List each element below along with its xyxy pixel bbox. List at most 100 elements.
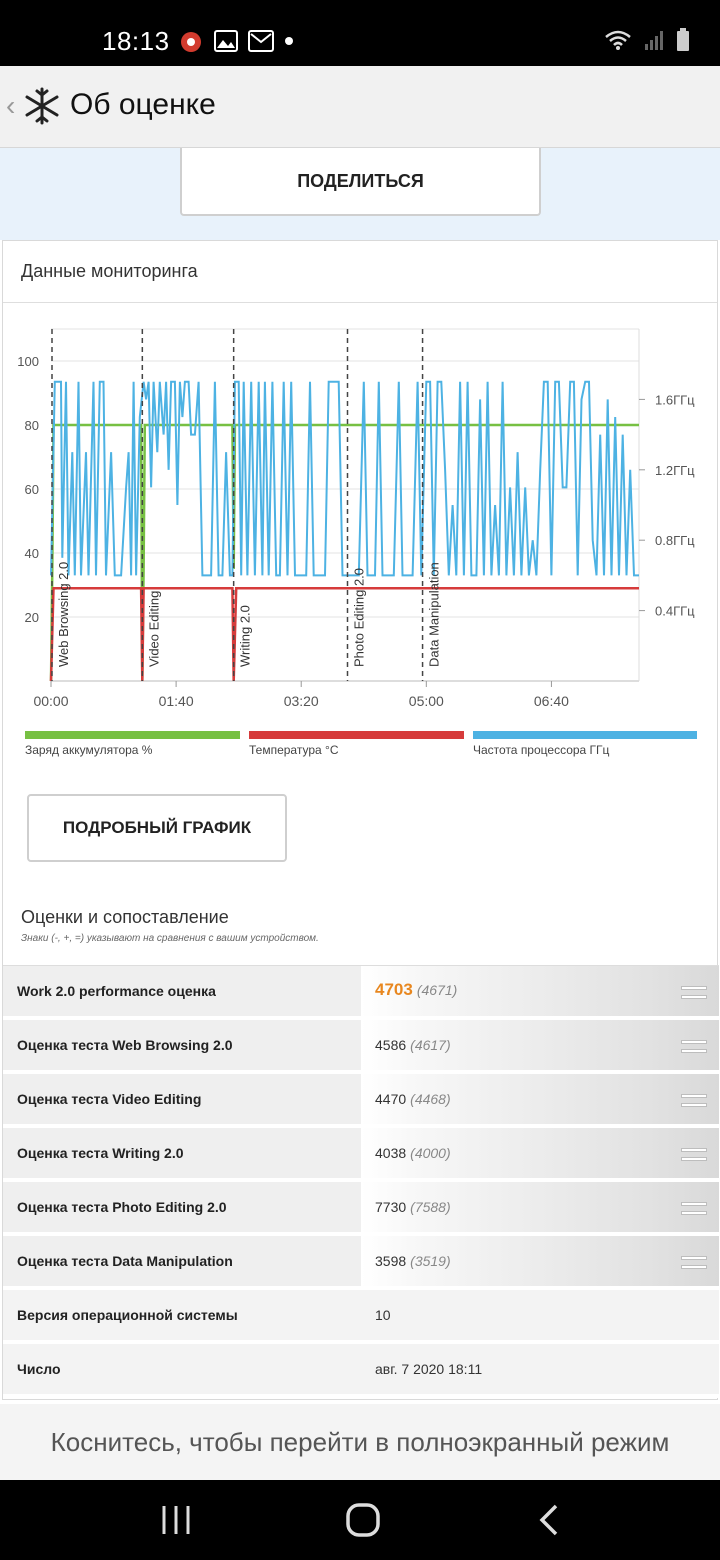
row-label: Версия операционной системы [17, 1307, 238, 1323]
scores-note: Знаки (-, +, =) указывают на сравнения с… [21, 933, 319, 944]
page-title: Об оценке [70, 88, 216, 121]
y-right-tick-label: 0.8ГГц [655, 533, 695, 548]
row-value: 4586 (4617) [375, 1037, 451, 1053]
status-bar: 18:13 [0, 0, 720, 66]
date-value: авг. 7 2020 18:11 [375, 1361, 483, 1377]
y-left-tick-label: 80 [25, 418, 39, 433]
gallery-icon [214, 30, 238, 52]
mail-icon [248, 30, 274, 52]
legend-item-temperature: Температура °C [249, 731, 464, 757]
score-value: 3598 [375, 1253, 407, 1269]
table-row[interactable]: Оценка теста Data Manipulation 3598 (3519… [3, 1236, 719, 1290]
app-bar: ‹ Об оценке [0, 66, 720, 148]
equal-icon [681, 1040, 707, 1056]
back-chevron-icon[interactable]: ‹ [6, 90, 16, 121]
table-row[interactable]: Оценка теста Photo Editing 2.0 7730 (7588… [3, 1182, 719, 1236]
y-left-tick-label: 60 [25, 482, 39, 497]
score-value: 4038 [375, 1145, 407, 1161]
equal-icon [681, 1256, 707, 1272]
dot-icon [285, 37, 293, 45]
row-value: 7730 (7588) [375, 1199, 451, 1215]
series-line [49, 586, 639, 682]
y-left-tick-label: 40 [25, 546, 39, 561]
score-value: 4586 [375, 1037, 407, 1053]
reference-value: (4617) [410, 1037, 451, 1053]
x-tick-label: 05:00 [409, 693, 444, 709]
navigation-bar [0, 1480, 720, 1560]
status-time: 18:13 [102, 26, 170, 56]
system-icons [604, 28, 690, 52]
row-value: 3598 (3519) [375, 1253, 451, 1269]
row-label: Оценка теста Video Editing [17, 1091, 202, 1107]
home-icon[interactable] [341, 1498, 385, 1542]
x-tick-label: 03:20 [284, 693, 319, 709]
os-version-value: 10 [375, 1307, 391, 1323]
legend-item-cpu: Частота процессора ГГц [473, 731, 697, 757]
score-value: 4470 [375, 1091, 407, 1107]
legend-item-battery: Заряд аккумулятора % [25, 731, 240, 757]
row-value: 4038 (4000) [375, 1145, 451, 1161]
row-label: Оценка теста Data Manipulation [17, 1253, 233, 1269]
legend-label-battery: Заряд аккумулятора % [25, 743, 153, 757]
phase-marker-label: Photo Editing 2.0 [352, 568, 367, 667]
y-right-tick-label: 0.4ГГц [655, 604, 695, 619]
signal-icon [645, 31, 663, 50]
monitoring-card: Данные мониторинга 20 40 60 80 100 0.4ГГц 0.8Г… [2, 240, 719, 1400]
series-line [50, 380, 639, 577]
phase-marker-label: Video Editing [146, 591, 161, 667]
equal-icon [681, 1094, 707, 1110]
wifi-icon [605, 30, 631, 50]
row-label: Оценка теста Writing 2.0 [17, 1145, 184, 1161]
chart-legend: Заряд аккумулятора % Температура °C Част… [25, 731, 705, 761]
table-row: Версия операционной системы 10 [3, 1290, 719, 1344]
reference-value: (3519) [410, 1253, 451, 1269]
legend-swatch-temperature [249, 731, 464, 739]
phase-marker-label: Writing 2.0 [238, 605, 253, 667]
scores-title: Оценки и сопоставление [21, 907, 229, 927]
detailed-chart-button[interactable]: ПОДРОБНЫЙ ГРАФИК [27, 794, 287, 862]
share-button[interactable]: ПОДЕЛИТЬСЯ [180, 148, 541, 216]
notification-icons [178, 28, 294, 54]
share-area: ПОДЕЛИТЬСЯ [0, 148, 720, 240]
snowflake-logo-icon [25, 87, 59, 125]
equal-icon [681, 986, 707, 1002]
back-icon[interactable] [528, 1498, 572, 1542]
table-row[interactable]: Оценка теста Web Browsing 2.0 4586 (4617) [3, 1020, 719, 1074]
monitoring-title: Данные мониторинга [3, 241, 717, 303]
row-label: Оценка теста Photo Editing 2.0 [17, 1199, 227, 1215]
score-value: 7730 [375, 1199, 407, 1215]
x-tick-label: 06:40 [534, 693, 569, 709]
reference-value: (4468) [410, 1091, 451, 1107]
battery-icon [677, 28, 689, 51]
table-row[interactable]: Оценка теста Writing 2.0 4038 (4000) [3, 1128, 719, 1182]
phase-marker-label: Data Manipulation [427, 562, 442, 667]
monitoring-chart: 20 40 60 80 100 0.4ГГц 0.8ГГц 1.2ГГц 1.6ГГц 00:00… [3, 311, 719, 711]
reference-value: (4000) [410, 1145, 451, 1161]
app-notification-icon [181, 32, 201, 52]
y-left-tick-label: 100 [17, 354, 39, 369]
table-row: Число авг. 7 2020 18:11 [3, 1344, 719, 1398]
equal-icon [681, 1202, 707, 1218]
reference-value: (7588) [410, 1199, 451, 1215]
legend-swatch-cpu [473, 731, 697, 739]
equal-icon [681, 1148, 707, 1164]
x-tick-label: 01:40 [159, 693, 194, 709]
y-right-tick-label: 1.6ГГц [655, 392, 695, 407]
y-right-tick-label: 1.2ГГц [655, 463, 695, 478]
chart-svg: 20 40 60 80 100 0.4ГГц 0.8ГГц 1.2ГГц 1.6ГГц 00:00… [17, 328, 695, 709]
row-label: Оценка теста Web Browsing 2.0 [17, 1037, 233, 1053]
table-row[interactable]: Work 2.0 performance оценка 4703 (4671) [3, 966, 719, 1020]
phase-marker-label: Web Browsing 2.0 [56, 562, 71, 667]
table-row[interactable]: Оценка теста Video Editing 4470 (4468) [3, 1074, 719, 1128]
reference-value: (4671) [416, 982, 458, 998]
legend-label-cpu: Частота процессора ГГц [473, 743, 610, 757]
recent-apps-icon[interactable] [154, 1498, 198, 1542]
row-label: Число [17, 1361, 61, 1377]
scores-table: Work 2.0 performance оценка 4703 (4671) О… [3, 965, 719, 1398]
row-value: 4470 (4468) [375, 1091, 451, 1107]
x-tick-label: 00:00 [33, 693, 68, 709]
legend-label-temperature: Температура °C [249, 743, 339, 757]
y-left-tick-label: 20 [25, 610, 39, 625]
fullscreen-banner[interactable]: Коснитесь, чтобы перейти в полноэкранный… [0, 1404, 720, 1480]
row-label: Work 2.0 performance оценка [17, 983, 216, 999]
